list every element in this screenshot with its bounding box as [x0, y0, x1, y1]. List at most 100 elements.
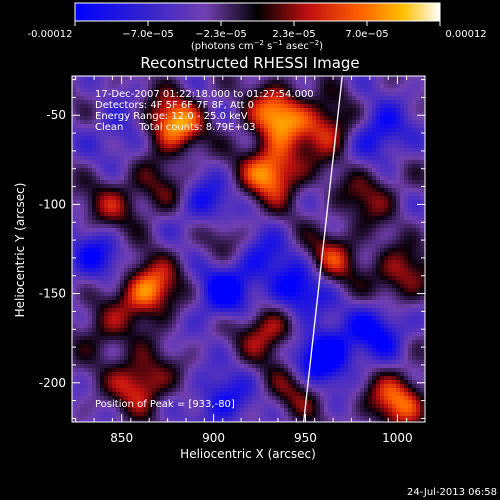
- heatmap-cell: [416, 192, 420, 196]
- heatmap-cell: [420, 284, 424, 288]
- heatmap-cell: [96, 196, 100, 200]
- heatmap-cell: [196, 280, 200, 284]
- heatmap-cell: [200, 96, 204, 100]
- heatmap-cell: [348, 104, 352, 108]
- heatmap-cell: [100, 84, 104, 88]
- heatmap-cell: [296, 136, 300, 140]
- heatmap-cell: [176, 252, 180, 256]
- heatmap-cell: [148, 256, 152, 260]
- heatmap-cell: [252, 128, 256, 132]
- heatmap-cell: [140, 272, 144, 276]
- heatmap-cell: [416, 136, 420, 140]
- heatmap-cell: [76, 272, 80, 276]
- heatmap-cell: [376, 192, 380, 196]
- heatmap-cell: [180, 196, 184, 200]
- heatmap-cell: [380, 140, 384, 144]
- heatmap-cell: [148, 192, 152, 196]
- heatmap-cell: [200, 156, 204, 160]
- heatmap-cell: [92, 236, 96, 240]
- heatmap-cell: [80, 116, 84, 120]
- heatmap-cell: [312, 136, 316, 140]
- colorbar-tick-label: −7.0e−05: [122, 29, 174, 40]
- heatmap-cell: [132, 116, 136, 120]
- heatmap-cell: [220, 144, 224, 148]
- heatmap-cell: [416, 204, 420, 208]
- heatmap-cell: [316, 184, 320, 188]
- heatmap-cell: [336, 220, 340, 224]
- heatmap-cell: [364, 284, 368, 288]
- heatmap-cell: [372, 172, 376, 176]
- heatmap-cell: [300, 180, 304, 184]
- heatmap-cell: [304, 240, 308, 244]
- heatmap-cell: [168, 132, 172, 136]
- heatmap-cell: [288, 264, 292, 268]
- heatmap-cell: [204, 268, 208, 272]
- heatmap-cell: [204, 272, 208, 276]
- heatmap-cell: [196, 160, 200, 164]
- heatmap-cell: [160, 112, 164, 116]
- heatmap-cell: [292, 140, 296, 144]
- heatmap-cell: [236, 88, 240, 92]
- heatmap-cell: [292, 144, 296, 148]
- heatmap-cell: [232, 236, 236, 240]
- heatmap-cell: [264, 228, 268, 232]
- heatmap-cell: [92, 172, 96, 176]
- heatmap-cell: [112, 216, 116, 220]
- heatmap-cell: [88, 276, 92, 280]
- heatmap-cell: [408, 84, 412, 88]
- heatmap-cell: [256, 192, 260, 196]
- heatmap-cell: [244, 156, 248, 160]
- heatmap-cell: [244, 104, 248, 108]
- heatmap-cell: [304, 152, 308, 156]
- heatmap-cell: [256, 204, 260, 208]
- heatmap-cell: [316, 244, 320, 248]
- heatmap-cell: [408, 76, 412, 80]
- heatmap-cell: [304, 256, 308, 260]
- heatmap-cell: [256, 256, 260, 260]
- heatmap-cell: [108, 272, 112, 276]
- heatmap-cell: [356, 116, 360, 120]
- heatmap-cell: [404, 248, 408, 252]
- heatmap-cell: [116, 228, 120, 232]
- heatmap-cell: [340, 104, 344, 108]
- heatmap-cell: [84, 172, 88, 176]
- heatmap-cell: [104, 156, 108, 160]
- heatmap-cell: [140, 220, 144, 224]
- heatmap-cell: [188, 144, 192, 148]
- heatmap-cell: [256, 136, 260, 140]
- heatmap-cell: [356, 152, 360, 156]
- heatmap-cell: [208, 124, 212, 128]
- heatmap-cell: [212, 152, 216, 156]
- heatmap-cell: [168, 172, 172, 176]
- heatmap-cell: [136, 244, 140, 248]
- heatmap-cell: [332, 96, 336, 100]
- heatmap-cell: [148, 160, 152, 164]
- heatmap-cell: [172, 156, 176, 160]
- heatmap-cell: [236, 104, 240, 108]
- heatmap-cell: [288, 224, 292, 228]
- heatmap-cell: [208, 232, 212, 236]
- heatmap-cell: [252, 92, 256, 96]
- heatmap-cell: [312, 132, 316, 136]
- heatmap-cell: [256, 212, 260, 216]
- heatmap-cell: [284, 276, 288, 280]
- heatmap-cell: [156, 160, 160, 164]
- heatmap-cell: [104, 176, 108, 180]
- heatmap-cell: [144, 84, 148, 88]
- heatmap-cell: [224, 96, 228, 100]
- heatmap-cell: [368, 96, 372, 100]
- heatmap-cell: [204, 236, 208, 240]
- heatmap-cell: [136, 168, 140, 172]
- heatmap-cell: [100, 152, 104, 156]
- heatmap-cell: [368, 232, 372, 236]
- heatmap-cell: [352, 248, 356, 252]
- heatmap-cell: [304, 116, 308, 120]
- heatmap-cell: [172, 104, 176, 108]
- heatmap-cell: [152, 296, 156, 300]
- heatmap-cell: [112, 204, 116, 208]
- heatmap-cell: [72, 104, 76, 108]
- heatmap-cell: [180, 232, 184, 236]
- heatmap-cell: [248, 260, 252, 264]
- heatmap-cell: [140, 248, 144, 252]
- heatmap-cell: [256, 288, 260, 292]
